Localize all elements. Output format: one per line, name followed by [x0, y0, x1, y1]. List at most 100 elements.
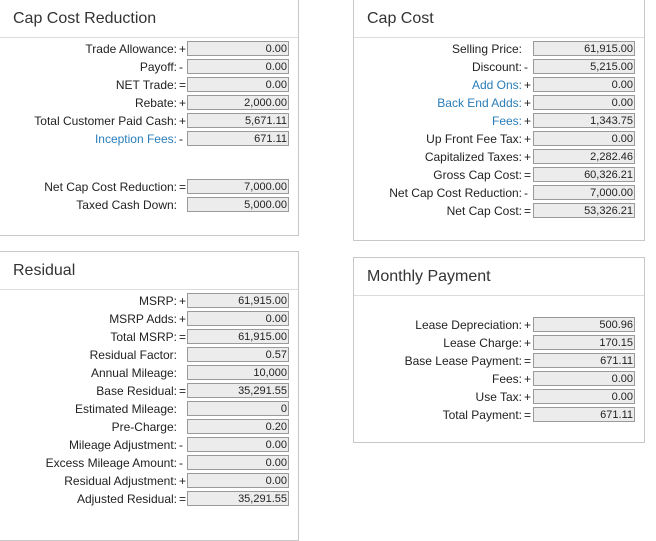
excess-mileage-amount-operator: - — [179, 456, 183, 470]
net-cap-cost-reduction-label: Net Cap Cost Reduction: — [389, 186, 522, 200]
base-lease-payment-row: Base Lease Payment: = 671.11 — [354, 353, 644, 369]
back-end-adds-field[interactable]: 0.00 — [533, 95, 635, 110]
excess-mileage-amount-field[interactable]: 0.00 — [187, 455, 289, 470]
pre-charge-label: Pre-Charge: — [111, 420, 177, 434]
gross-cap-cost-operator: = — [524, 168, 532, 182]
cap-cost-reduction-panel: Cap Cost Reduction Trade Allowance: +0.00… — [0, 0, 299, 236]
net-cap-cost-reduction-field[interactable]: 7,000.00 — [533, 185, 635, 200]
discount-row: Discount: -5,215.00 — [354, 59, 644, 75]
selling-price-field[interactable]: 61,915.00 — [533, 41, 635, 56]
back-end-adds-row: Back End Adds: +0.00 — [354, 95, 644, 111]
mileage-adjustment-row: Mileage Adjustment: -0.00 — [0, 437, 298, 453]
inception-fees-link[interactable]: Inception Fees: — [94, 132, 177, 146]
mileage-adjustment-operator: - — [179, 438, 183, 452]
selling-price-label: Selling Price: — [451, 42, 522, 56]
residual-title: Residual — [0, 252, 298, 290]
msrp-field[interactable]: 61,915.00 — [187, 293, 289, 308]
payoff-operator: - — [179, 60, 183, 74]
net-cap-cost-reduction-operator: = — [179, 180, 187, 194]
gross-cap-cost-row: Gross Cap Cost: = 60,326.21 — [354, 167, 644, 183]
cap-cost-title: Cap Cost — [354, 0, 644, 38]
inception-fees-field[interactable]: 671.11 — [187, 131, 289, 146]
up-front-fee-tax-operator: + — [524, 132, 532, 146]
total-msrp-row: Total MSRP: = 61,915.00 — [0, 329, 298, 345]
use-tax-field[interactable]: 0.00 — [533, 389, 635, 404]
pre-charge-row: Pre-Charge: 0.20 — [0, 419, 298, 435]
annual-mileage-field[interactable]: 10,000 — [187, 365, 289, 380]
residual-adjustment-field[interactable]: 0.00 — [187, 473, 289, 488]
residual-panel: Residual MSRP: +61,915.00 MSRP Adds: +0.00 T… — [0, 251, 299, 541]
taxed-cash-down-field[interactable]: 5,000.00 — [187, 197, 289, 212]
fees-row: Fees: +1,343.75 — [354, 113, 644, 129]
total-msrp-field[interactable]: 61,915.00 — [187, 329, 289, 344]
pre-charge-field[interactable]: 0.20 — [187, 419, 289, 434]
add-ons-link[interactable]: Add Ons: — [471, 78, 522, 92]
msrp-adds-field[interactable]: 0.00 — [187, 311, 289, 326]
rebate-label: Rebate: — [134, 96, 177, 110]
lease-charge-field[interactable]: 170.15 — [533, 335, 635, 350]
add-ons-field[interactable]: 0.00 — [533, 77, 635, 92]
taxed-cash-down-label: Taxed Cash Down: — [76, 198, 177, 212]
base-residual-operator: = — [179, 384, 187, 398]
add-ons-operator: + — [524, 78, 532, 92]
trade-allowance-operator: + — [179, 42, 187, 56]
fees-operator: + — [524, 114, 532, 128]
use-tax-operator: + — [524, 390, 532, 404]
fees-field[interactable]: 1,343.75 — [533, 113, 635, 128]
msrp-label: MSRP: — [138, 294, 177, 308]
inception-fees-operator: - — [179, 132, 183, 146]
residual-adjustment-label: Residual Adjustment: — [64, 474, 177, 488]
net-trade-label: NET Trade: — [115, 78, 177, 92]
excess-mileage-amount-label: Excess Mileage Amount: — [45, 456, 177, 470]
selling-price-row: Selling Price: 61,915.00 — [354, 41, 644, 57]
discount-field[interactable]: 5,215.00 — [533, 59, 635, 74]
up-front-fee-tax-field[interactable]: 0.00 — [533, 131, 635, 146]
net-cap-cost-reduction-field[interactable]: 7,000.00 — [187, 179, 289, 194]
rebate-field[interactable]: 2,000.00 — [187, 95, 289, 110]
total-customer-paid-cash-row: Total Customer Paid Cash: +5,671.11 — [0, 113, 298, 129]
base-residual-field[interactable]: 35,291.55 — [187, 383, 289, 398]
msrp-adds-label: MSRP Adds: — [109, 312, 177, 326]
net-cap-cost-operator: = — [524, 204, 532, 218]
total-customer-paid-cash-field[interactable]: 5,671.11 — [187, 113, 289, 128]
base-lease-payment-field[interactable]: 671.11 — [533, 353, 635, 368]
trade-allowance-field[interactable]: 0.00 — [187, 41, 289, 56]
lease-depreciation-field[interactable]: 500.96 — [533, 317, 635, 332]
capitalized-taxes-field[interactable]: 2,282.46 — [533, 149, 635, 164]
discount-label: Discount: — [471, 60, 522, 74]
residual-factor-field[interactable]: 0.57 — [187, 347, 289, 362]
total-msrp-label: Total MSRP: — [110, 330, 177, 344]
gross-cap-cost-field[interactable]: 60,326.21 — [533, 167, 635, 182]
estimated-mileage-field[interactable]: 0 — [187, 401, 289, 416]
net-cap-cost-field[interactable]: 53,326.21 — [533, 203, 635, 218]
up-front-fee-tax-row: Up Front Fee Tax: +0.00 — [354, 131, 644, 147]
net-trade-field[interactable]: 0.00 — [187, 77, 289, 92]
back-end-adds-link[interactable]: Back End Adds: — [437, 96, 522, 110]
total-payment-label: Total Payment: — [442, 408, 522, 422]
monthly-payment-panel: Monthly Payment Lease Depreciation: +500.… — [353, 257, 645, 443]
adjusted-residual-field[interactable]: 35,291.55 — [187, 491, 289, 506]
base-residual-row: Base Residual: = 35,291.55 — [0, 383, 298, 399]
residual-adjustment-operator: + — [179, 474, 187, 488]
fees-operator: + — [524, 372, 532, 386]
total-payment-field[interactable]: 671.11 — [533, 407, 635, 422]
fees-link[interactable]: Fees: — [491, 114, 522, 128]
fees-field[interactable]: 0.00 — [533, 371, 635, 386]
rebate-operator: + — [179, 96, 187, 110]
cap-cost-panel: Cap Cost Selling Price: 61,915.00 Discount… — [353, 0, 645, 241]
net-cap-cost-reduction-operator: - — [524, 186, 528, 200]
estimated-mileage-row: Estimated Mileage: 0 — [0, 401, 298, 417]
net-cap-cost-row: Net Cap Cost: = 53,326.21 — [354, 203, 644, 219]
total-payment-row: Total Payment: = 671.11 — [354, 407, 644, 423]
trade-allowance-row: Trade Allowance: +0.00 — [0, 41, 298, 57]
gross-cap-cost-label: Gross Cap Cost: — [433, 168, 522, 182]
residual-factor-label: Residual Factor: — [89, 348, 177, 362]
payoff-field[interactable]: 0.00 — [187, 59, 289, 74]
mileage-adjustment-field[interactable]: 0.00 — [187, 437, 289, 452]
fees-row: Fees: +0.00 — [354, 371, 644, 387]
net-trade-operator: = — [179, 78, 187, 92]
net-cap-cost-label: Net Cap Cost: — [446, 204, 522, 218]
msrp-adds-row: MSRP Adds: +0.00 — [0, 311, 298, 327]
use-tax-label: Use Tax: — [475, 390, 522, 404]
rebate-row: Rebate: +2,000.00 — [0, 95, 298, 111]
